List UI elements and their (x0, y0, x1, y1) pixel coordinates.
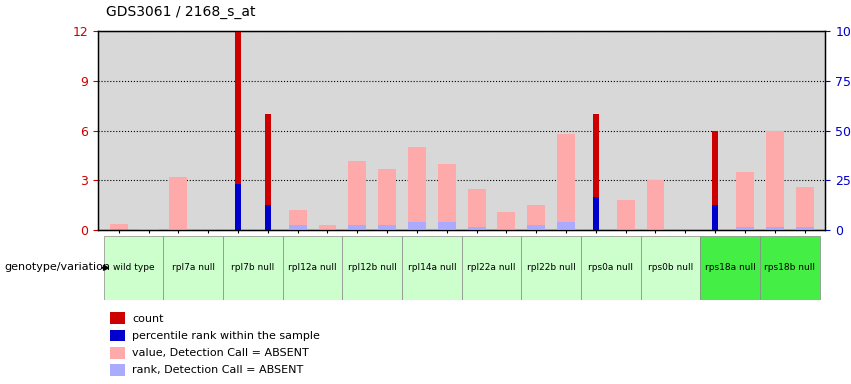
Bar (528, 225, 545, 230)
Bar (462, 236, 522, 300)
Text: rpl7b null: rpl7b null (231, 263, 275, 272)
Bar (647, 229, 665, 230)
Text: rps0b null: rps0b null (648, 263, 693, 272)
Text: count: count (132, 314, 163, 324)
Bar (796, 227, 814, 230)
Bar (766, 131, 784, 230)
Bar (378, 225, 396, 230)
Bar (528, 205, 545, 230)
Bar (468, 227, 486, 230)
Text: value, Detection Call = ABSENT: value, Detection Call = ABSENT (132, 348, 309, 358)
Bar (736, 172, 754, 230)
Bar (581, 236, 641, 300)
Bar (288, 210, 306, 230)
Text: wild type: wild type (113, 263, 155, 272)
Text: rpl22a null: rpl22a null (467, 263, 516, 272)
Bar (378, 169, 396, 230)
Bar (110, 364, 125, 376)
Text: GDS3061 / 2168_s_at: GDS3061 / 2168_s_at (106, 5, 256, 19)
Text: rpl7a null: rpl7a null (172, 263, 214, 272)
Bar (348, 161, 366, 230)
Bar (408, 147, 426, 230)
Bar (498, 229, 516, 230)
Text: percentile rank within the sample: percentile rank within the sample (132, 331, 320, 341)
Bar (169, 177, 187, 230)
Bar (110, 330, 125, 341)
Bar (760, 236, 820, 300)
Bar (265, 205, 271, 230)
Bar (712, 205, 718, 230)
Text: rpl14a null: rpl14a null (408, 263, 456, 272)
Bar (140, 229, 157, 230)
Bar (235, 31, 241, 230)
Bar (283, 236, 342, 300)
Bar (647, 180, 665, 230)
Bar (104, 236, 163, 300)
Bar (437, 164, 455, 230)
Text: rps0a null: rps0a null (588, 263, 633, 272)
Bar (617, 229, 635, 230)
Bar (796, 187, 814, 230)
Bar (766, 227, 784, 230)
Text: rps18a null: rps18a null (705, 263, 756, 272)
Bar (408, 222, 426, 230)
Bar (557, 134, 575, 230)
Text: rps18b null: rps18b null (764, 263, 815, 272)
Bar (318, 229, 336, 230)
Bar (235, 184, 241, 230)
Bar (288, 225, 306, 230)
Bar (736, 227, 754, 230)
Bar (593, 114, 599, 230)
Bar (342, 236, 402, 300)
Bar (557, 222, 575, 230)
Bar (318, 225, 336, 230)
Bar (700, 236, 760, 300)
Bar (169, 229, 187, 230)
Text: rpl22b null: rpl22b null (527, 263, 575, 272)
Bar (348, 225, 366, 230)
Bar (110, 313, 125, 324)
Bar (498, 212, 516, 230)
Bar (265, 114, 271, 230)
Bar (641, 236, 700, 300)
Bar (163, 236, 223, 300)
Bar (437, 222, 455, 230)
Text: genotype/variation: genotype/variation (4, 262, 111, 272)
Bar (110, 347, 125, 359)
Bar (593, 197, 599, 230)
Bar (110, 224, 128, 230)
Bar (402, 236, 461, 300)
Text: rank, Detection Call = ABSENT: rank, Detection Call = ABSENT (132, 366, 304, 376)
Bar (468, 189, 486, 230)
Text: rpl12a null: rpl12a null (288, 263, 337, 272)
Text: rpl12b null: rpl12b null (348, 263, 397, 272)
Bar (617, 200, 635, 230)
Bar (712, 131, 718, 230)
Bar (522, 236, 581, 300)
Bar (223, 236, 283, 300)
